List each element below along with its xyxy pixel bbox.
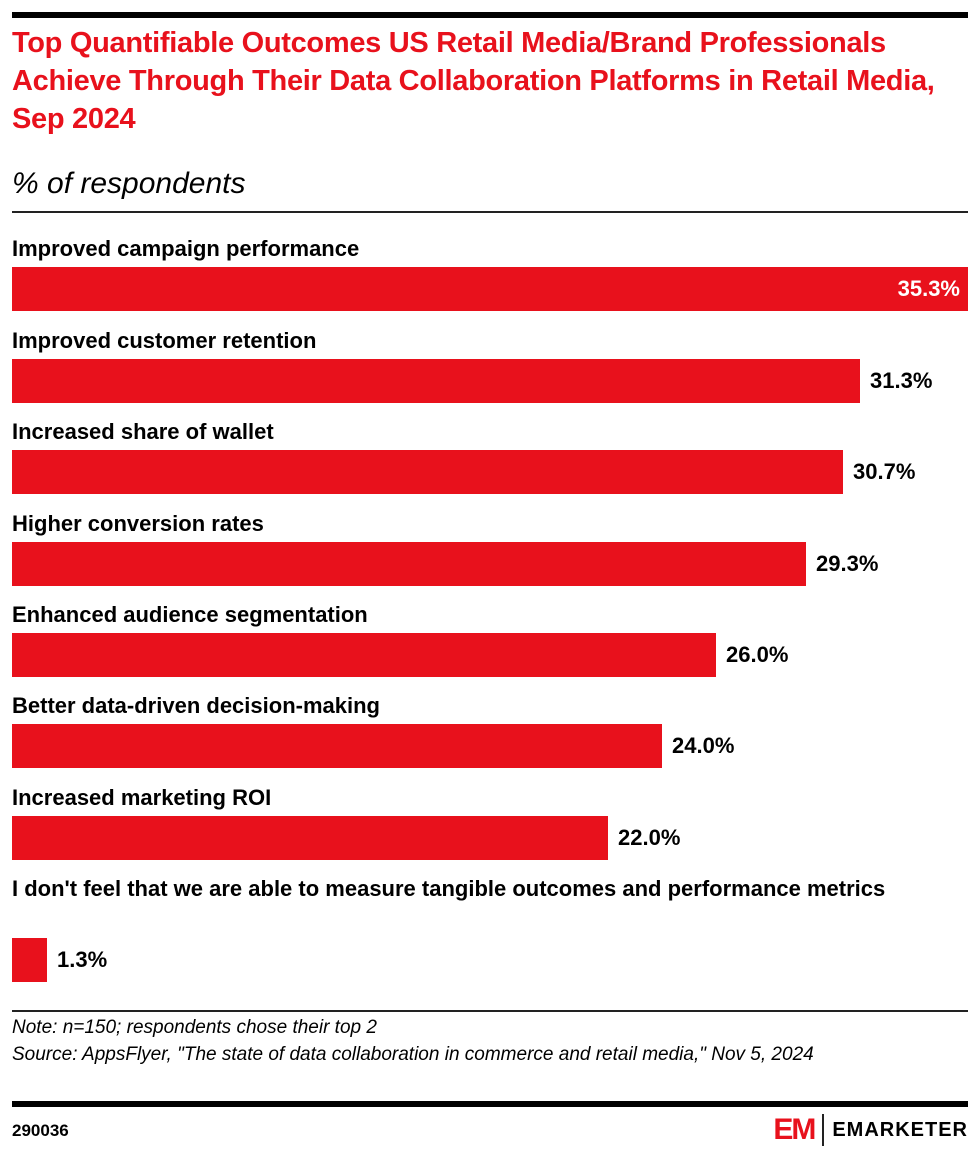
emarketer-logo: EM EMARKETER — [773, 1112, 968, 1148]
bar — [12, 816, 608, 860]
value-label: 29.3% — [816, 551, 879, 576]
top-rule — [12, 12, 968, 18]
category-label: I don't feel that we are able to measure… — [12, 876, 886, 901]
value-label: 31.3% — [870, 368, 933, 393]
bar — [12, 724, 662, 768]
chart-note: Note: n=150; respondents chose their top… — [12, 1017, 377, 1038]
value-label: 30.7% — [853, 459, 916, 484]
chart-id: 290036 — [12, 1121, 69, 1140]
category-label: Increased marketing ROI — [12, 785, 272, 810]
footer-divider — [12, 1010, 968, 1012]
value-label: 24.0% — [672, 733, 735, 758]
category-label: Improved customer retention — [12, 328, 317, 353]
logo-text: EMARKETER — [832, 1118, 968, 1141]
value-label: 1.3% — [57, 947, 108, 972]
bar — [12, 938, 47, 982]
chart-source: Source: AppsFlyer, "The state of data co… — [12, 1044, 814, 1065]
chart-title: Top Quantifiable Outcomes US Retail Medi… — [12, 27, 935, 135]
logo-separator — [822, 1114, 825, 1146]
bar — [12, 542, 806, 586]
bar — [12, 359, 860, 403]
category-label: Better data-driven decision-making — [12, 693, 380, 718]
value-label: 35.3% — [897, 276, 960, 301]
category-label: Increased share of wallet — [12, 419, 274, 444]
chart-subtitle: % of respondents — [12, 167, 246, 200]
value-label: 26.0% — [726, 642, 789, 667]
category-label: Enhanced audience segmentation — [12, 602, 368, 627]
logo-mark: EM — [773, 1113, 816, 1146]
header-divider — [12, 211, 968, 213]
bar — [12, 267, 968, 311]
bottom-rule — [12, 1101, 968, 1107]
value-label: 22.0% — [618, 825, 681, 850]
bar — [12, 633, 716, 677]
bar — [12, 450, 843, 494]
category-label: Improved campaign performance — [12, 236, 360, 261]
category-label: Higher conversion rates — [12, 511, 264, 536]
